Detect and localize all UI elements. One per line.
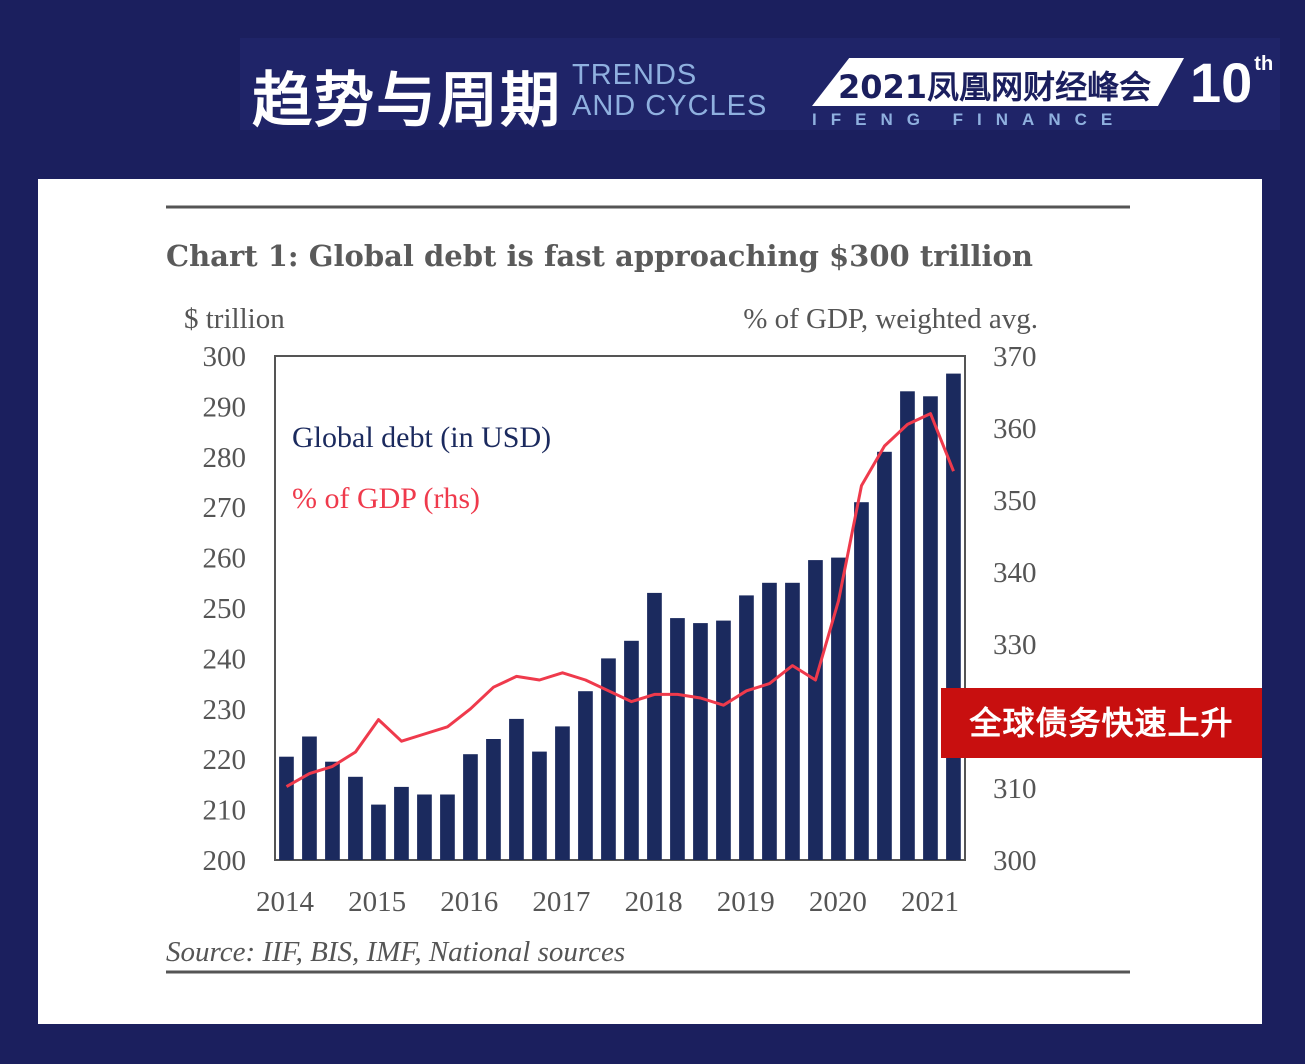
y-tick-label-right: 330 xyxy=(993,629,1037,661)
debt-bar xyxy=(670,618,685,860)
y-tick-label-left: 290 xyxy=(203,391,247,423)
y-axis-title-right: % of GDP, weighted avg. xyxy=(743,303,1038,335)
y-tick-label-left: 220 xyxy=(203,744,247,776)
x-tick-label: 2016 xyxy=(440,886,498,918)
debt-bar xyxy=(532,751,547,860)
summit-label-box xyxy=(812,58,1184,106)
debt-bar xyxy=(509,718,524,860)
debt-bar xyxy=(785,582,800,860)
debt-bar xyxy=(348,776,363,860)
chart-title: Chart 1: Global debt is fast approaching… xyxy=(166,239,1033,273)
debt-bar xyxy=(647,592,662,860)
y-tick-label-left: 280 xyxy=(203,442,247,474)
debt-bar xyxy=(739,595,754,860)
banner-title-en: TRENDS AND CYCLES xyxy=(572,60,767,122)
legend-gdp: % of GDP (rhs) xyxy=(292,482,480,515)
y-tick-label-left: 250 xyxy=(203,593,247,625)
debt-bar xyxy=(371,804,386,860)
summit-subtitle: IFENG FINANCE xyxy=(812,110,1127,129)
debt-bar xyxy=(831,557,846,860)
y-tick-label-left: 240 xyxy=(203,643,247,675)
y-tick-label-left: 200 xyxy=(203,845,247,877)
debt-bar xyxy=(279,756,294,860)
y-tick-label-left: 230 xyxy=(203,694,247,726)
y-tick-label-left: 210 xyxy=(203,795,247,827)
debt-bar xyxy=(877,451,892,860)
debt-bar xyxy=(394,786,409,860)
y-axis-title-left: $ trillion xyxy=(184,303,285,335)
debt-bar xyxy=(923,396,938,860)
x-tick-label: 2020 xyxy=(809,886,867,918)
debt-bar xyxy=(624,640,639,860)
y-tick-label-left: 260 xyxy=(203,543,247,575)
legend-debt: Global debt (in USD) xyxy=(292,421,551,454)
y-tick-label-right: 340 xyxy=(993,557,1037,589)
y-tick-label-right: 360 xyxy=(993,413,1037,445)
y-tick-label-right: 310 xyxy=(993,773,1037,805)
y-tick-label-right: 300 xyxy=(993,845,1037,877)
chart-panel: Chart 1: Global debt is fast approaching… xyxy=(38,179,1262,1024)
x-tick-label: 2015 xyxy=(348,886,406,918)
banner-title-en-line1: TRENDS xyxy=(572,59,698,91)
debt-bar xyxy=(946,373,961,860)
x-ticks: 2014 2015 2016 2017 2018 2019 2020 2021 xyxy=(256,886,959,918)
debt-bar xyxy=(578,691,593,860)
x-tick-label: 2018 xyxy=(625,886,683,918)
debt-bar xyxy=(417,794,432,860)
debt-bar xyxy=(716,620,731,860)
y-ticks-left: 300 290 280 270 260 250 240 230 220 210 200 xyxy=(203,341,247,877)
debt-bar xyxy=(854,502,869,860)
debt-bar xyxy=(302,736,317,860)
x-tick-label: 2021 xyxy=(901,886,959,918)
edition-suffix: th xyxy=(1254,53,1274,75)
gdp-line xyxy=(285,412,955,788)
callout-label: 全球债务快速上升 xyxy=(941,688,1262,758)
banner-title-en-line2: AND CYCLES xyxy=(572,90,768,122)
banner-title-cn: 趋势与周期 xyxy=(252,66,562,136)
debt-bar xyxy=(555,726,570,860)
y-tick-label-right: 370 xyxy=(993,341,1037,373)
summit-title: 2021凤凰网财经峰会 xyxy=(838,68,1152,106)
debt-bar xyxy=(808,560,823,860)
x-tick-label: 2014 xyxy=(256,886,315,918)
debt-bar xyxy=(900,391,915,860)
debt-bar xyxy=(486,739,501,860)
x-tick-label: 2019 xyxy=(717,886,775,918)
debt-bar xyxy=(440,794,455,860)
x-tick-label: 2017 xyxy=(532,886,590,918)
y-ticks-right: 370360350340330320310300 xyxy=(993,341,1037,877)
plot-frame xyxy=(274,355,966,861)
edition-number: 10 xyxy=(1190,51,1253,114)
source-note: Source: IIF, BIS, IMF, National sources xyxy=(166,936,625,968)
chart-svg: Chart 1: Global debt is fast approaching… xyxy=(166,205,1130,974)
debt-bar xyxy=(693,623,708,860)
debt-bar xyxy=(601,658,616,860)
debt-bar xyxy=(463,754,478,860)
y-tick-label-left: 270 xyxy=(203,492,247,524)
debt-bar xyxy=(762,582,777,860)
bar-series xyxy=(279,373,961,860)
y-tick-label-left: 300 xyxy=(203,341,247,373)
debt-bar xyxy=(325,761,340,860)
y-tick-label-right: 350 xyxy=(993,485,1037,517)
